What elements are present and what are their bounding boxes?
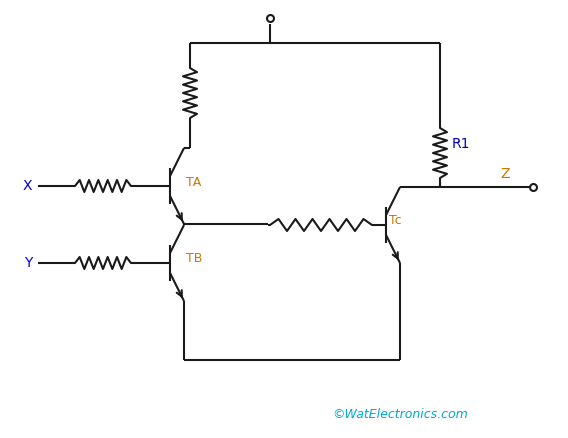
Text: TA: TA: [186, 175, 201, 188]
Text: R1: R1: [452, 137, 470, 151]
Text: Tc: Tc: [389, 214, 402, 227]
Text: ©WatElectronics.com: ©WatElectronics.com: [332, 407, 468, 420]
Text: TB: TB: [186, 252, 202, 265]
Text: Y: Y: [24, 255, 32, 269]
Text: Z: Z: [500, 166, 509, 180]
Text: X: X: [23, 179, 32, 193]
